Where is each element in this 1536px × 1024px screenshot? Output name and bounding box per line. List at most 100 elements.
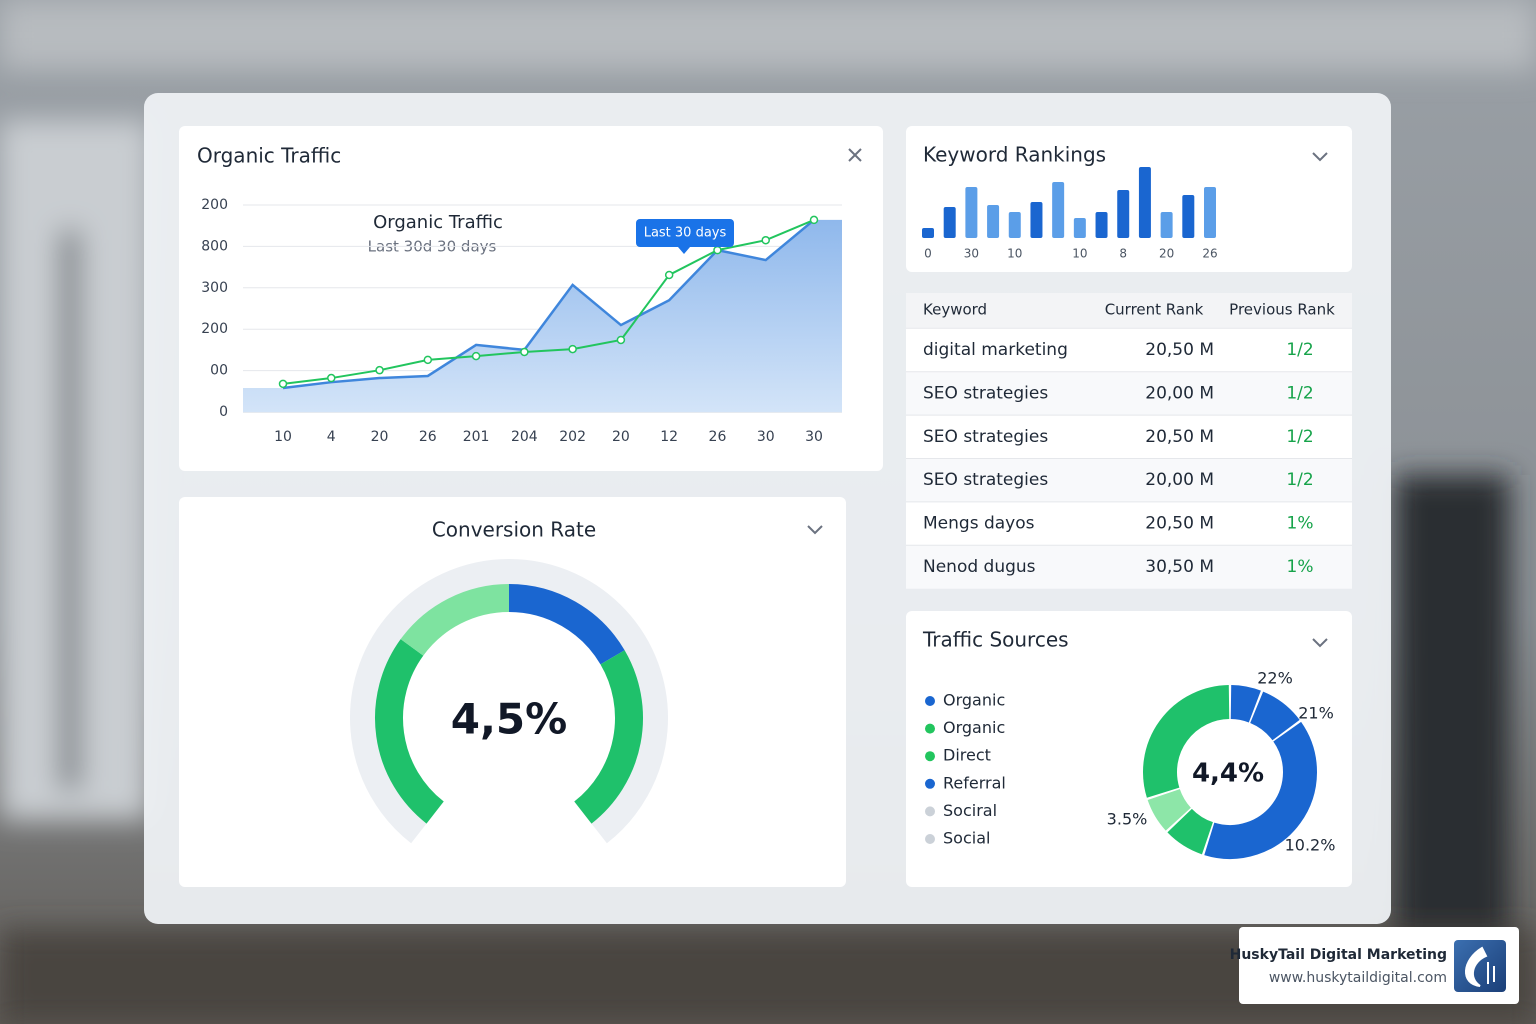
point: [713, 245, 722, 255]
y-tick-label: 00: [210, 363, 228, 379]
legend-dot: [925, 806, 935, 817]
y-tick-label: 300: [201, 280, 228, 296]
x-tick-label: 8: [1119, 247, 1127, 261]
table-row-bg: [906, 458, 1352, 502]
table-cell: 30,50 M: [1145, 557, 1214, 577]
table-cell: Mengs dayos: [923, 514, 1035, 534]
bar: [943, 207, 956, 238]
bar: [1160, 212, 1173, 238]
chevron[interactable]: [1312, 638, 1328, 648]
x-tick-label: 30: [964, 247, 979, 261]
table-card: [906, 293, 1352, 588]
table-header: Keyword: [923, 301, 987, 319]
table-header: Previous Rank: [1229, 301, 1335, 319]
table-cell: 20,50 M: [1145, 514, 1214, 534]
gauge-segment: [573, 650, 643, 824]
gauge-value: 4,5%: [451, 695, 567, 744]
legend-label: Organic: [943, 691, 1005, 710]
bar: [965, 187, 978, 238]
monitor: [1395, 475, 1510, 935]
legend-dot: [925, 723, 935, 734]
y-tick-label: 0: [219, 404, 228, 420]
y-tick-label: 200: [201, 197, 228, 213]
x-tick-label: 30: [805, 429, 823, 445]
area-line: [282, 218, 815, 390]
table-cell: 1/2: [1286, 383, 1313, 403]
donut-label: 10.2%: [1285, 836, 1336, 855]
bar: [922, 228, 934, 238]
brand-name: HuskyTail Digital Marketing: [1230, 947, 1447, 963]
close-icon[interactable]: [848, 148, 862, 162]
table-cell: SEO strategies: [923, 470, 1048, 490]
donut-segment: [1249, 691, 1300, 741]
x-tick-label: 20: [1159, 247, 1174, 261]
tooltip-pointer: [678, 247, 690, 254]
logo-mark: [1465, 946, 1495, 987]
legend-dot: [925, 751, 935, 762]
tooltip: [636, 219, 734, 247]
donut-segment: [1143, 685, 1230, 798]
card-title: Traffic Sources: [922, 628, 1069, 652]
table-cell: 1/2: [1286, 470, 1313, 490]
gauge-track: [350, 559, 668, 844]
legend-dot: [925, 696, 935, 706]
tooltip-label: Last 30 days: [644, 226, 727, 241]
chevron[interactable]: [1312, 152, 1328, 162]
table-row-bg: [906, 371, 1352, 416]
card-title: Keyword Rankings: [923, 143, 1106, 167]
point: [423, 355, 433, 365]
point: [809, 215, 819, 225]
bar: [1030, 202, 1043, 238]
x-tick-label: 0: [924, 247, 932, 261]
table-header: Current Rank: [1105, 301, 1204, 319]
bar: [1138, 167, 1151, 238]
table-cell: 20,50 M: [1145, 340, 1214, 360]
conversion-card: [179, 497, 846, 887]
point: [471, 351, 481, 361]
gauge-segment: [508, 584, 625, 665]
x-tick-label: 10: [274, 429, 292, 445]
x-tick-label: 20: [371, 429, 389, 445]
gauge-segment: [375, 639, 445, 824]
bar: [1095, 212, 1108, 238]
x-tick-label: 10: [1007, 247, 1022, 261]
table-cell: 20,00 M: [1145, 383, 1214, 403]
y-tick-label: 200: [201, 321, 228, 337]
table-cell: 1/2: [1286, 340, 1313, 360]
legend-label: Sociral: [943, 801, 997, 820]
card-title: Organic Traffic: [197, 144, 341, 168]
x-tick-label: 26: [709, 429, 727, 445]
table-header-bg: [906, 293, 1352, 328]
bar: [1052, 182, 1065, 238]
table-cell: 1%: [1287, 557, 1314, 577]
card-title: Conversion Rate: [432, 518, 596, 542]
gauge-segment: [400, 584, 510, 656]
donut-label: 3.5%: [1107, 810, 1148, 829]
donut-segment: [1204, 721, 1317, 859]
chevron[interactable]: [807, 525, 823, 535]
table-cell: SEO strategies: [923, 427, 1048, 447]
donut-label: 21%: [1298, 704, 1334, 723]
table-cell: 1/2: [1286, 427, 1313, 447]
x-tick-label: 4: [327, 429, 336, 445]
legend-label: Organic: [943, 718, 1005, 737]
point: [616, 335, 626, 345]
donut-segment: [1147, 788, 1192, 831]
donut-center: 4,4%: [1192, 759, 1264, 789]
y-tick-label: 800: [201, 238, 228, 254]
donut-label: 22%: [1257, 669, 1293, 688]
donut-segment: [1167, 808, 1214, 855]
bar: [1204, 187, 1216, 238]
ceiling: [0, 0, 1536, 70]
legend-label: Referral: [943, 773, 1006, 792]
x-tick-label: 204: [511, 429, 538, 445]
table-cell: digital marketing: [923, 340, 1068, 360]
table-cell: Nenod dugus: [923, 557, 1036, 577]
table-cell: 20,00 M: [1145, 470, 1214, 490]
x-tick-label: 10: [1072, 247, 1087, 261]
x-tick-label: 30: [757, 429, 775, 445]
